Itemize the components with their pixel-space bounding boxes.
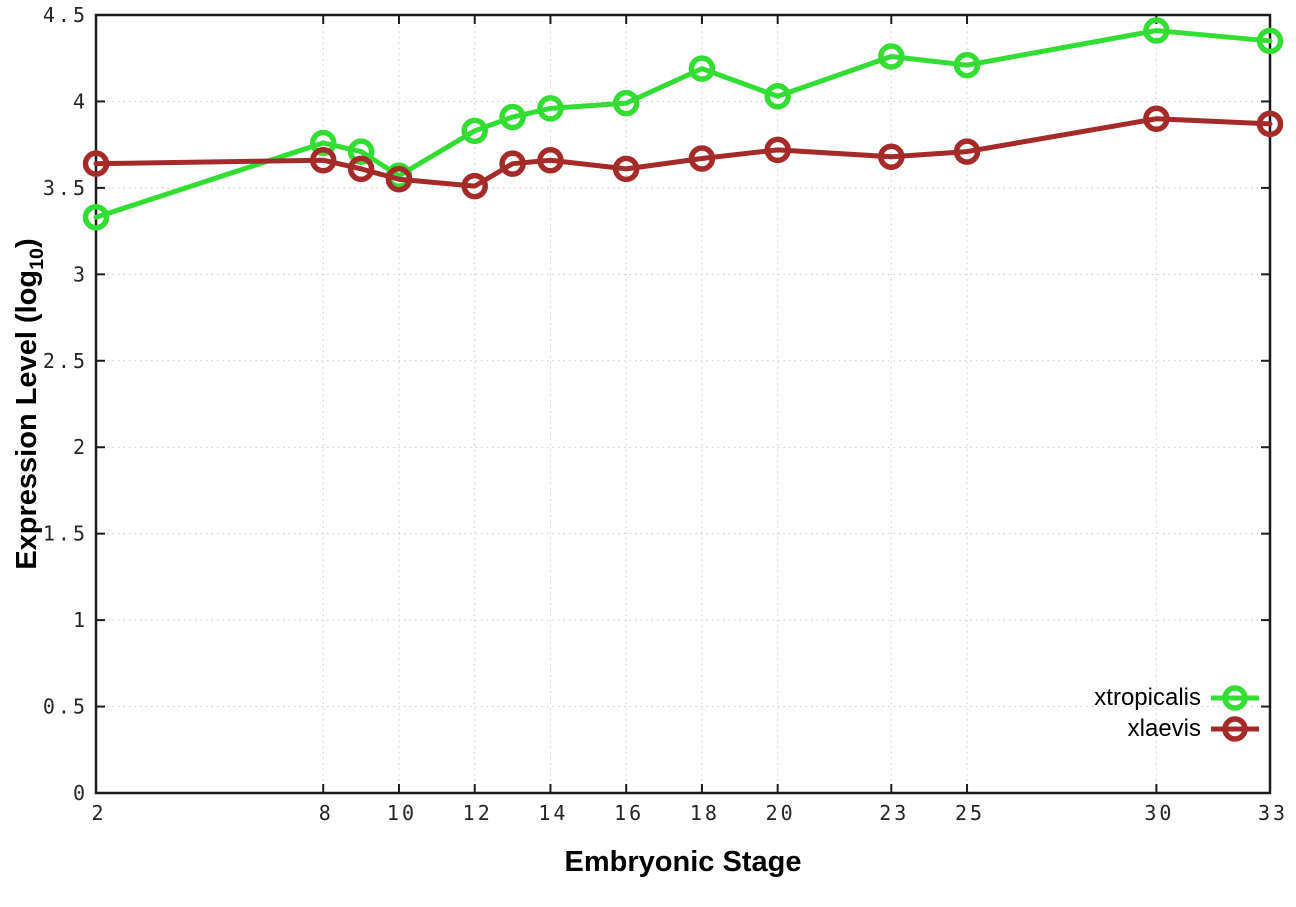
- data-point-marker: [878, 43, 905, 70]
- x-tick-label: 2: [91, 801, 106, 825]
- y-axis-title-subscript: 10: [25, 247, 48, 270]
- y-axis-title: Expression Level (log10): [11, 238, 49, 569]
- y-tick-labels: 0 0.5 1 1.5 2 2.5 3 3.5 4 4.5: [43, 3, 88, 805]
- data-point-marker: [764, 83, 791, 110]
- data-point-marker: [347, 155, 375, 183]
- y-tick-label: 3: [73, 262, 88, 286]
- x-tick-label: 18: [690, 801, 720, 825]
- x-tick-label: 33: [1258, 801, 1288, 825]
- y-tick-label: 4.5: [43, 3, 88, 27]
- series-line-xtropicalis: [93, 28, 1273, 220]
- data-point-marker: [385, 165, 413, 193]
- x-tick-label: 16: [614, 801, 644, 825]
- data-point-marker: [347, 138, 375, 165]
- series-xlaevis: [82, 105, 1284, 200]
- y-tick-label: 2.5: [43, 349, 88, 373]
- data-point-marker: [878, 143, 905, 171]
- data-point-marker: [499, 103, 526, 131]
- y-tick-label: 4: [73, 89, 88, 113]
- y-axis-title-prefix: Expression Level (log: [11, 269, 44, 570]
- data-point-marker: [1256, 110, 1284, 138]
- data-point-marker: [461, 172, 488, 200]
- legend-item-xtropicalis: xtropicalis: [1094, 684, 1260, 712]
- x-tick-label: 30: [1144, 801, 1174, 825]
- plot-border: [94, 13, 1272, 795]
- data-point-marker: [764, 136, 791, 164]
- data-point-marker: [82, 150, 110, 177]
- y-tick-label: 3.5: [43, 176, 88, 200]
- data-point-marker: [309, 146, 337, 174]
- y-tick-label: 1.5: [43, 522, 88, 546]
- data-point-marker: [688, 55, 716, 82]
- y-axis-title-suffix: ): [11, 238, 44, 248]
- legend: xtropicalis xlaevis: [1094, 684, 1260, 743]
- data-point-marker: [309, 129, 337, 157]
- x-tick-label: 10: [387, 801, 417, 825]
- x-tick-label: 23: [879, 801, 909, 825]
- legend-label-xtropicalis: xtropicalis: [1094, 684, 1201, 711]
- legend-sample-xtropicalis-icon: [1211, 685, 1259, 711]
- legend-label-xlaevis: xlaevis: [1127, 715, 1201, 742]
- x-tick-labels: 2 8 10 12 14 16 18 20 23 25 30 33: [91, 801, 1288, 825]
- series-line-xlaevis: [93, 116, 1273, 189]
- x-tick-label: 20: [766, 801, 796, 825]
- data-point-marker: [1143, 105, 1170, 132]
- x-tick-label: 8: [319, 801, 334, 825]
- y-tick-label: 0.5: [43, 695, 88, 719]
- data-point-marker: [461, 117, 488, 145]
- legend-sample-xlaevis-icon: [1211, 716, 1259, 742]
- x-axis-title: Embryonic Stage: [564, 846, 802, 878]
- data-point-marker: [1256, 27, 1284, 55]
- data-point-marker: [82, 204, 110, 231]
- data-point-marker: [612, 155, 640, 183]
- legend-item-xlaevis: xlaevis: [1128, 715, 1260, 743]
- x-tick-label: 12: [463, 801, 493, 825]
- data-point-marker: [537, 95, 564, 122]
- y-tick-label: 1: [73, 608, 88, 632]
- data-point-marker: [537, 146, 564, 174]
- y-tick-label: 0: [73, 781, 88, 805]
- x-tick-label: 14: [538, 801, 568, 825]
- data-point-marker: [499, 150, 526, 177]
- data-point-marker: [953, 51, 981, 79]
- data-point-marker: [688, 145, 716, 172]
- data-point-marker: [612, 89, 640, 117]
- y-tick-label: 2: [73, 435, 88, 459]
- data-point-marker: [953, 138, 981, 165]
- series-xtropicalis: [82, 17, 1284, 231]
- x-tick-label: 25: [955, 801, 985, 825]
- data-point-marker: [1143, 17, 1170, 44]
